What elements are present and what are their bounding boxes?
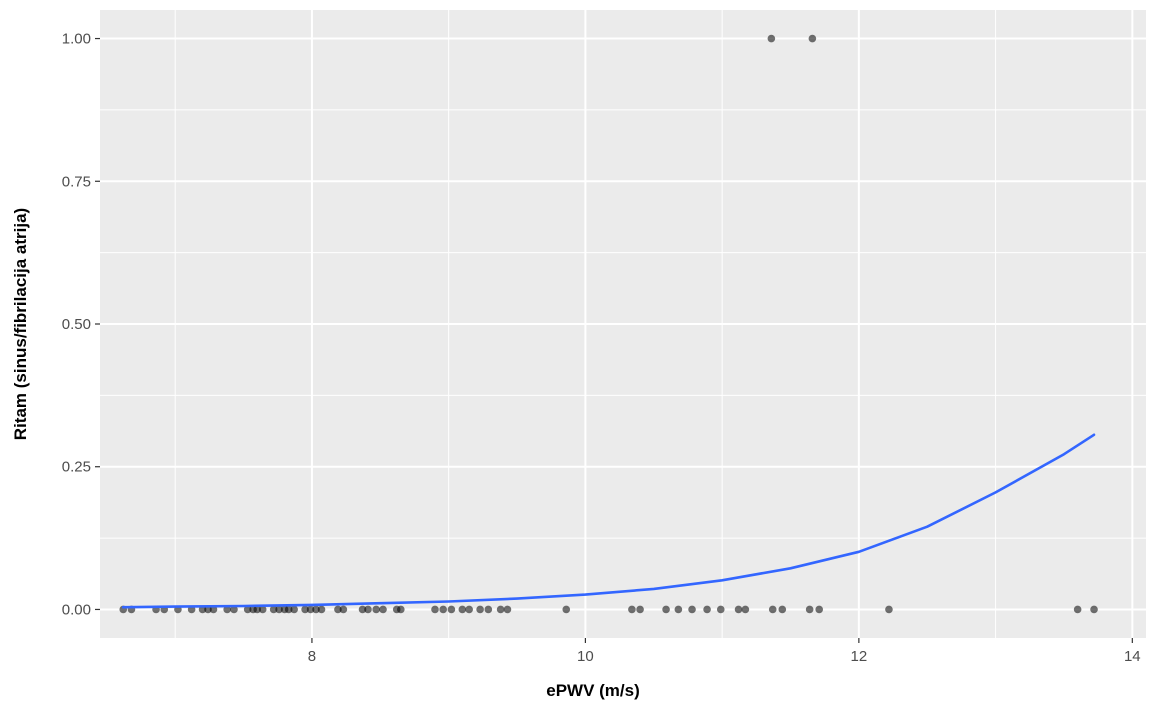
data-point xyxy=(1073,605,1082,614)
data-point xyxy=(301,605,309,614)
data-point xyxy=(688,605,696,614)
data-point xyxy=(778,605,787,614)
data-point xyxy=(503,605,512,614)
data-point xyxy=(439,605,447,614)
data-point xyxy=(734,605,743,614)
data-point xyxy=(447,605,456,614)
data-point xyxy=(674,605,683,614)
data-point xyxy=(768,605,777,614)
data-point xyxy=(397,605,405,614)
x-tick-label: 10 xyxy=(577,648,594,665)
data-point xyxy=(364,605,372,614)
data-point xyxy=(358,605,367,614)
data-point xyxy=(484,605,493,614)
data-point xyxy=(662,605,670,614)
x-tick-label: 12 xyxy=(851,648,868,665)
data-point xyxy=(716,605,725,614)
data-point xyxy=(334,605,342,614)
data-point xyxy=(885,605,893,614)
y-tick-label: 0.50 xyxy=(62,316,91,333)
curve-layer xyxy=(121,433,1096,609)
data-point xyxy=(628,605,636,614)
x-tick-label: 14 xyxy=(1124,648,1141,665)
points-layer xyxy=(119,34,1098,614)
data-point xyxy=(223,605,231,614)
data-point xyxy=(476,605,484,614)
data-point xyxy=(808,34,817,43)
data-point xyxy=(741,605,750,614)
fitted-curve xyxy=(121,433,1096,609)
data-point xyxy=(372,605,380,614)
y-axis-title: Ritam (sinus/fibrilacija atrija) xyxy=(11,208,30,440)
data-point xyxy=(703,605,711,614)
y-tick-label: 0.75 xyxy=(62,173,91,190)
data-point xyxy=(431,605,439,614)
y-tick-label: 0.00 xyxy=(62,601,91,618)
data-point xyxy=(284,605,293,614)
data-point xyxy=(767,34,776,43)
data-point xyxy=(243,605,252,614)
data-point xyxy=(805,605,814,614)
data-point xyxy=(562,605,571,614)
data-point xyxy=(253,605,262,614)
x-tick-label: 8 xyxy=(308,648,316,665)
data-point xyxy=(269,605,278,614)
y-tick-label: 1.00 xyxy=(62,31,91,48)
data-point xyxy=(1090,605,1098,614)
data-point xyxy=(317,605,326,614)
data-point xyxy=(465,605,473,614)
data-point xyxy=(815,605,824,614)
data-point xyxy=(339,605,348,614)
data-point xyxy=(258,605,267,614)
data-point xyxy=(230,605,238,614)
data-point xyxy=(306,605,315,614)
data-point xyxy=(312,605,320,614)
data-point xyxy=(458,605,467,614)
data-point xyxy=(496,605,505,614)
data-point xyxy=(636,605,644,614)
data-point xyxy=(275,605,283,614)
y-tick-label: 0.25 xyxy=(62,459,91,476)
x-axis-ticks: 8 10 12 14 xyxy=(308,638,1141,665)
x-axis-title: ePWV (m/s) xyxy=(546,681,640,700)
y-axis-ticks: 0.00 0.25 0.50 0.75 1.00 xyxy=(62,31,100,618)
data-point xyxy=(290,605,298,614)
data-point xyxy=(379,605,387,614)
